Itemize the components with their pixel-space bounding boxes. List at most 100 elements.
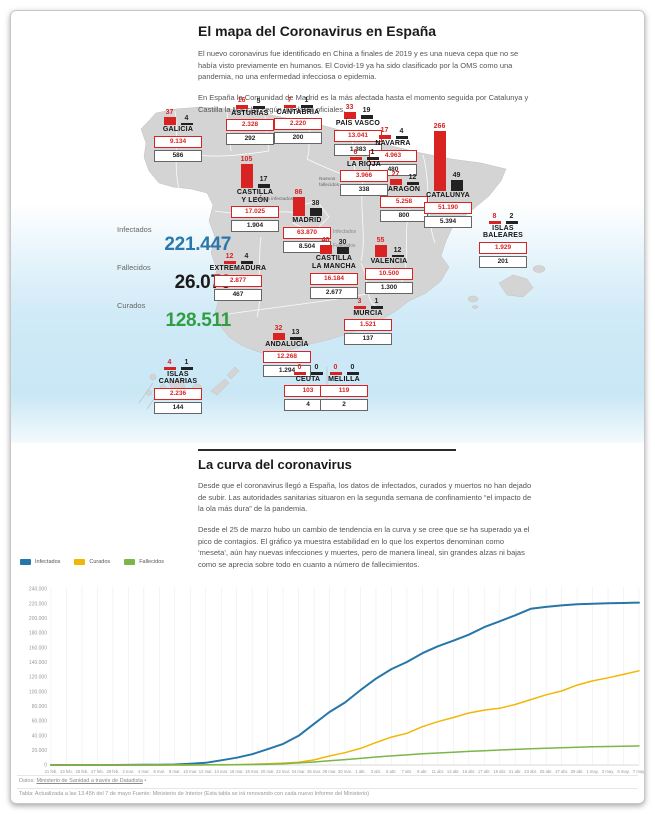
x-tick-label: 15 abr. (462, 769, 475, 774)
region-name: ASTURIAS (231, 109, 269, 117)
new-infected-bar: 40 (319, 237, 332, 255)
new-infected-bar-icon (343, 112, 356, 120)
new-deaths-bar-icon (406, 182, 419, 186)
madrid-infected-side-label: Infectados (333, 229, 357, 236)
new-deaths-bar: 2 (505, 213, 518, 224)
new-deaths-bar-value: 4 (184, 114, 189, 122)
new-infected-bar-value: 12 (225, 253, 234, 260)
new-infected-bar: 17 (378, 127, 391, 139)
region-infected-total: 17.025 (231, 206, 279, 219)
summary-infected-label: Infectados (117, 225, 152, 234)
region-bars: 12 4 (223, 253, 253, 264)
region-madrid: 86 38 MADRID Nuevos infectados Nuevos fallec… (254, 177, 356, 254)
map-annotations-layer: 37 4 GALICIA 9.134 586 16 5 ASTURIAS 2.328 292 7 1 C… (11, 11, 644, 803)
region-extremadura: 12 4 EXTREMADURA 2.877 467 (206, 253, 270, 301)
new-infected-bar: 86 (292, 189, 305, 217)
map-section-text: El mapa del Coronavirus en España El nue… (198, 23, 536, 124)
new-deaths-bar-value: 19 (362, 107, 371, 115)
infected-box-row: 16.184 (310, 271, 358, 285)
new-infected-bar-icon (240, 164, 253, 188)
new-deaths-bar-value: 38 (311, 199, 320, 207)
infected-box-row: 12.268 (263, 349, 311, 364)
y-tick-label: 140.000 (29, 660, 47, 666)
map-intro-paragraph-1: El nuevo coronavirus fue identificado en… (198, 49, 519, 82)
new-deaths-bar: 49 (450, 172, 463, 191)
new-deaths-bar-icon (346, 372, 359, 375)
new-infected-bar-icon (319, 245, 332, 255)
new-deaths-bar: 13 (289, 329, 302, 341)
y-tick-label: 120.000 (29, 675, 47, 681)
x-tick-label: 22 mar. (276, 769, 290, 774)
region-infected-total: 63.870 (283, 227, 331, 240)
new-infected-bar: 7 (283, 97, 296, 108)
region-bars: 40 30 (319, 237, 349, 255)
new-deaths-bar-icon (336, 247, 349, 255)
new-deaths-bar-icon (366, 157, 379, 160)
x-tick-label: 28 mar. (323, 769, 337, 774)
madrid-new-deaths-label: Nuevos fallecidos (319, 177, 339, 188)
new-deaths-bar: 0 (310, 364, 323, 375)
new-deaths-bar: 17 (257, 176, 270, 188)
new-infected-bar-value: 40 (321, 237, 330, 244)
region-deaths-total: 800 (380, 209, 428, 222)
x-tick-label: 27 abr. (555, 769, 568, 774)
x-tick-label: 25 abr. (540, 769, 553, 774)
region-bars: 86 38 (292, 189, 322, 217)
region-deaths-total: 292 (226, 133, 274, 146)
x-tick-label: 29 abr. (571, 769, 584, 774)
region-bars: 33 19 (343, 104, 373, 120)
infected-box-row: 3.966 (340, 168, 388, 183)
footer-source-link[interactable]: Ministerio de Sanidad a través de Datadi… (36, 778, 143, 784)
infected-box-row: 17.025 (231, 204, 279, 219)
y-tick-label: 200.000 (29, 616, 47, 622)
x-tick-label: 10 mar. (183, 769, 197, 774)
region-deaths-total: 200 (274, 132, 322, 145)
new-deaths-bar-icon (505, 221, 518, 224)
legend-swatch-infectados (20, 559, 31, 565)
new-deaths-bar-value: 0 (350, 364, 355, 371)
infographic-card: El mapa del Coronavirus en España El nue… (10, 10, 645, 804)
region-castilla-la-mancha: 40 30 CASTILLA LA MANCHA 16.184 2.677 (302, 237, 366, 299)
new-infected-bar-icon (283, 105, 296, 108)
x-tick-label: 24 mar. (292, 769, 306, 774)
new-infected-bar-value: 4 (167, 359, 172, 366)
new-deaths-bar-icon (257, 183, 270, 188)
new-deaths-bar-icon (252, 106, 265, 109)
region-infected-total: 4.963 (369, 149, 417, 162)
infected-box-row: 119 (320, 383, 368, 398)
region-bars: 55 12 (374, 237, 404, 258)
region-name: PAÍS VASCO (335, 120, 381, 128)
infected-box-row: 2.220 (274, 116, 322, 131)
region-name: CASTILLA LA MANCHA (312, 255, 356, 270)
new-infected-bar-icon (374, 245, 387, 258)
curve-chart: 21 feb. 23 feb. 25 feb. 27 feb. 29 feb. 2 mar… (29, 587, 644, 774)
x-tick-label: 5 abr. (386, 769, 396, 774)
new-infected-bar-value: 33 (345, 104, 354, 111)
new-infected-bar-value: 32 (274, 325, 283, 332)
new-infected-bar-value: 266 (433, 123, 446, 130)
region-catalunya: 266 49 CATALUNYA 51.190 5.394 (416, 123, 480, 228)
x-tick-label: 29 feb. (106, 769, 119, 774)
new-infected-bar: 4 (163, 359, 176, 370)
new-deaths-bar: 12 (406, 174, 419, 186)
new-infected-bar-value: 0 (333, 364, 338, 371)
new-deaths-bar: 4 (180, 114, 193, 126)
y-tick-label: 40.000 (32, 733, 48, 739)
region-infected-total: 10.500 (365, 268, 413, 281)
legend-swatch-curados (74, 559, 86, 565)
deaths-box-row: 338 (340, 182, 388, 197)
region-melilla: 0 0 MELILLA 119 2 (312, 364, 376, 412)
region-bars: 16 5 (235, 97, 265, 109)
infected-box-row: 4.963 (369, 148, 417, 162)
legend-item-infectados: Infectados (20, 559, 60, 565)
new-infected-bar-value: 37 (165, 109, 174, 116)
new-infected-bar-value: 105 (240, 156, 253, 163)
y-tick-label: 240.000 (29, 587, 47, 593)
region-deaths-total: 5.394 (424, 215, 472, 228)
region-deaths-total: 2 (320, 399, 368, 412)
new-deaths-bar-icon (370, 306, 383, 309)
x-tick-label: 19 abr. (493, 769, 506, 774)
